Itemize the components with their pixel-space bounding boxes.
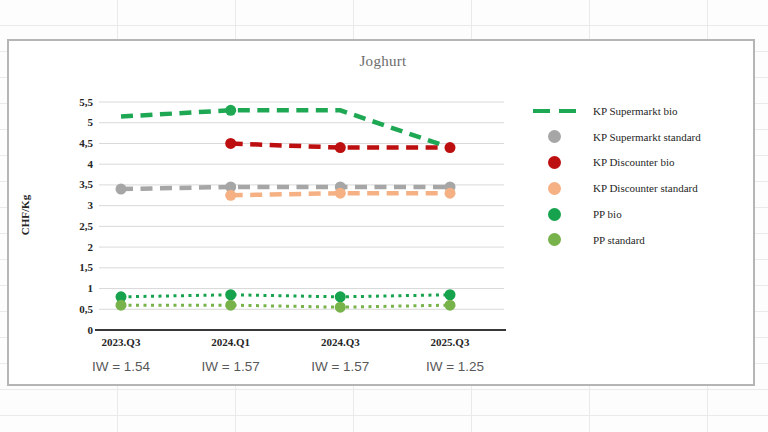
legend-dash-swatch-icon [527,109,581,114]
legend-item-pp-standard: PP standard [527,227,701,253]
x-axis-label: 2024.Q1 [186,336,276,348]
marker-kp-discounter-bio [225,138,236,149]
y-tick-label: 1,5 [9,261,93,274]
marker-pp-standard [116,300,127,311]
iw-label: IW = 1.25 [400,359,510,374]
legend-circle-swatch-icon [527,233,581,246]
marker-kp-supermarkt-bio [225,105,236,116]
y-tick-label: 1 [9,282,93,295]
series-line-pp-bio [121,295,450,297]
legend-circle-swatch-icon [527,208,581,221]
y-tick-label: 2 [9,241,93,254]
marker-kp-discounter-bio [335,142,346,153]
y-tick-label: 2,5 [9,220,93,233]
series-line-kp-supermarkt-standard [121,187,450,189]
legend-label: KP Discounter bio [593,156,674,168]
marker-kp-discounter-bio [445,142,456,153]
dash-segment [533,109,550,114]
series-line-pp-standard [121,305,450,307]
dot [548,182,561,195]
legend-label: PP bio [593,208,622,220]
iw-label: IW = 1.57 [176,359,286,374]
legend: KP Supermarkt bio KP Supermarkt standard K… [527,98,701,253]
marker-pp-standard [445,300,456,311]
iw-label: IW = 1.57 [285,359,395,374]
chart-card: Joghurt CHF/Kg 5,554,543,532,521,510,50 … [7,39,755,386]
legend-circle-swatch-icon [527,156,581,169]
y-tick-label: 4,5 [9,137,93,150]
y-tick-label: 5,5 [9,96,93,109]
spreadsheet-background: Joghurt CHF/Kg 5,554,543,532,521,510,50 … [0,0,768,432]
dot [548,130,561,143]
legend-circle-swatch-icon [527,130,581,143]
y-tick-label: 3,5 [9,178,93,191]
iw-label: IW = 1.54 [66,359,176,374]
legend-label: PP standard [593,234,645,246]
legend-circle-swatch-icon [527,182,581,195]
x-axis-label: 2024.Q3 [295,336,385,348]
dot [548,156,561,169]
marker-pp-bio [335,291,346,302]
marker-kp-discounter-standard [445,188,456,199]
legend-item-kp-discounter-bio: KP Discounter bio [527,150,701,176]
marker-kp-discounter-standard [335,188,346,199]
legend-label: KP Supermarkt bio [593,105,678,117]
y-tick-label: 3 [9,199,93,212]
x-axis-label: 2023.Q3 [76,336,166,348]
marker-pp-bio [445,289,456,300]
marker-pp-standard [335,302,346,313]
y-tick-label: 5 [9,116,93,129]
x-axis-label: 2025.Q3 [405,336,495,348]
marker-kp-discounter-standard [225,190,236,201]
y-tick-label: 0,5 [9,303,93,316]
y-tick-label: 4 [9,158,93,171]
marker-kp-supermarkt-standard [116,184,127,195]
legend-label: KP Discounter standard [593,182,698,194]
legend-item-kp-supermarkt-standard: KP Supermarkt standard [527,124,701,150]
series-line-kp-supermarkt-bio [121,110,450,147]
dot [548,208,561,221]
dash-segment [559,109,576,114]
marker-pp-standard [225,300,236,311]
dot [548,233,561,246]
y-tick-label: 0 [9,324,93,337]
legend-item-pp-bio: PP bio [527,201,701,227]
legend-item-kp-supermarkt-bio: KP Supermarkt bio [527,98,701,124]
marker-pp-bio [225,289,236,300]
legend-label: KP Supermarkt standard [593,131,701,143]
legend-item-kp-discounter-standard: KP Discounter standard [527,175,701,201]
